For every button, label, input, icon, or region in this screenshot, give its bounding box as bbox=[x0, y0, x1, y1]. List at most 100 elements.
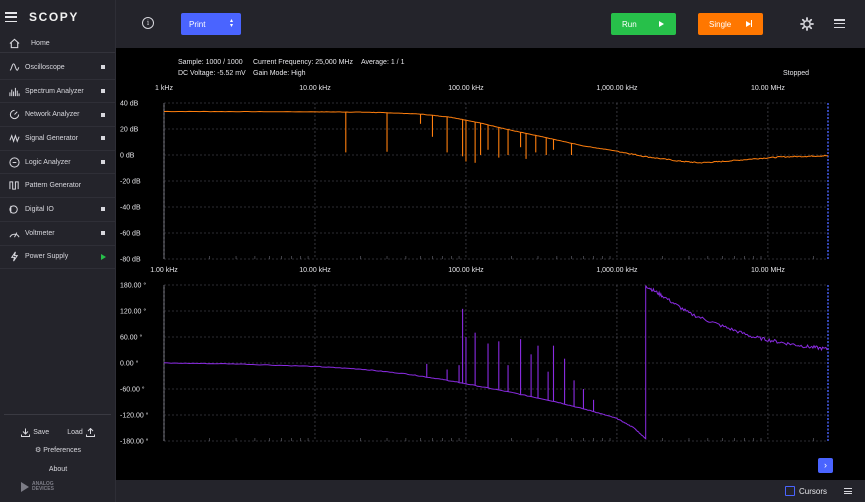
current-frequency: Current Frequency: 25,000 MHz bbox=[253, 59, 353, 66]
sidebar-item-label: Signal Generator bbox=[25, 134, 78, 142]
average-count: Average: 1 / 1 bbox=[361, 59, 405, 66]
logic-analyzer-icon bbox=[8, 156, 20, 168]
sidebar-item-pattern-generator[interactable]: Pattern Generator bbox=[0, 174, 115, 199]
settings-gear-icon[interactable] bbox=[800, 17, 814, 31]
single-button[interactable]: Single bbox=[698, 13, 763, 35]
logo-row: SCOPY bbox=[0, 0, 115, 34]
y-tick-label: 40 dB bbox=[120, 101, 139, 108]
adi-logo-line: DEVICES bbox=[32, 486, 54, 492]
about-button[interactable]: About bbox=[48, 466, 68, 473]
cursors-toggle[interactable]: Cursors bbox=[785, 486, 827, 496]
app-logo: SCOPY bbox=[29, 10, 80, 24]
x-tick-label: 10.00 MHz bbox=[751, 85, 785, 92]
magnitude-plot[interactable] bbox=[163, 102, 829, 260]
save-button[interactable]: Save bbox=[21, 428, 49, 437]
y-tick-label: 120.00 ° bbox=[120, 308, 146, 316]
run-label: Run bbox=[622, 19, 637, 29]
top-toolbar: i Print ▴ ▾ Run Single bbox=[116, 0, 865, 48]
sidebar-item-oscilloscope[interactable]: Oscilloscope bbox=[0, 56, 115, 80]
save-label: Save bbox=[33, 429, 50, 436]
tool-status-indicator bbox=[101, 89, 105, 94]
tool-status-indicator bbox=[101, 160, 105, 165]
print-button[interactable]: Print ▴ ▾ bbox=[181, 13, 241, 35]
sidebar-item-voltmeter[interactable]: Voltmeter bbox=[0, 222, 115, 246]
y-tick-label: 60.00 ° bbox=[120, 334, 142, 342]
analog-devices-logo: ANALOG DEVICES bbox=[21, 482, 54, 492]
home-icon bbox=[8, 38, 20, 50]
cursor-settings-icon[interactable] bbox=[844, 488, 852, 494]
sidebar-item-network-analyzer[interactable]: Network Analyzer bbox=[0, 103, 115, 128]
sidebar-item-label: Oscilloscope bbox=[25, 63, 65, 71]
step-icon bbox=[745, 20, 752, 27]
y-tick-label: -60.00 ° bbox=[120, 386, 145, 394]
cursors-checkbox[interactable] bbox=[785, 486, 795, 496]
hamburger-menu-icon[interactable] bbox=[5, 12, 17, 22]
y-tick-label: -80 dB bbox=[120, 257, 141, 264]
y-tick-label: 180.00 ° bbox=[120, 282, 146, 290]
play-icon bbox=[659, 21, 664, 27]
running-indicator-icon bbox=[101, 253, 106, 260]
info-button[interactable]: i bbox=[142, 17, 154, 29]
tool-status-indicator bbox=[101, 136, 105, 141]
x-tick-label: 100.00 kHz bbox=[448, 267, 484, 274]
adi-triangle-icon bbox=[21, 482, 29, 492]
sidebar-item-home[interactable]: Home bbox=[0, 35, 115, 53]
run-state: Stopped bbox=[783, 70, 810, 77]
single-label: Single bbox=[709, 19, 732, 29]
divider bbox=[4, 414, 111, 415]
tool-status-indicator bbox=[101, 207, 105, 212]
x-tick-label: 10.00 MHz bbox=[751, 267, 785, 274]
voltmeter-icon bbox=[8, 227, 20, 239]
load-icon bbox=[85, 428, 95, 437]
digital-io-icon bbox=[8, 203, 20, 215]
y-tick-label: -20 dB bbox=[120, 179, 141, 186]
sidebar-item-label: Network Analyzer bbox=[25, 111, 80, 119]
sidebar-item-signal-generator[interactable]: Signal Generator bbox=[0, 127, 115, 151]
sidebar-item-power-supply[interactable]: Power Supply bbox=[0, 246, 115, 270]
sidebar-item-label: Logic Analyzer bbox=[25, 158, 71, 166]
load-button[interactable]: Load bbox=[67, 428, 95, 437]
run-button[interactable]: Run bbox=[611, 13, 676, 35]
adi-logo-line: ANALOG bbox=[32, 481, 54, 487]
signal-generator-icon bbox=[8, 132, 20, 144]
print-dropdown-icon: ▴ ▾ bbox=[229, 18, 233, 29]
more-menu-icon[interactable] bbox=[834, 19, 845, 28]
x-tick-label: 10.00 kHz bbox=[299, 267, 331, 274]
sidebar: SCOPY Home Oscilloscope Spectrum Analyzer… bbox=[0, 0, 116, 502]
preferences-label: Preferences bbox=[43, 447, 81, 454]
tool-status-indicator bbox=[101, 65, 105, 70]
adi-logo-text: ANALOG DEVICES bbox=[32, 482, 54, 492]
cursors-label: Cursors bbox=[799, 486, 828, 496]
network-analyzer-plots[interactable]: 40 dB 20 dB 0 dB -20 dB -40 dB -60 dB -80 dB 1 … bbox=[116, 48, 865, 480]
sidebar-item-label: Digital IO bbox=[25, 205, 54, 213]
x-tick-label: 100.00 kHz bbox=[448, 85, 484, 92]
bottom-bar: Cursors bbox=[116, 480, 865, 502]
sidebar-item-label: Voltmeter bbox=[25, 229, 55, 237]
preferences-button[interactable]: ⚙ Preferences bbox=[0, 446, 116, 454]
y-tick-label: 0 dB bbox=[120, 153, 135, 160]
magnitude-series-line bbox=[163, 110, 828, 164]
sidebar-item-logic-analyzer[interactable]: Logic Analyzer bbox=[0, 151, 115, 175]
save-load-row: Save Load bbox=[0, 428, 116, 437]
x-tick-label: 10.00 kHz bbox=[299, 85, 331, 92]
sidebar-item-spectrum-analyzer[interactable]: Spectrum Analyzer bbox=[0, 80, 115, 104]
power-supply-icon bbox=[8, 251, 20, 263]
plot-area bbox=[116, 48, 865, 480]
y-tick-label: -120.00 ° bbox=[120, 412, 149, 420]
y-tick-label: 20 dB bbox=[120, 127, 139, 134]
sidebar-item-label: Pattern Generator bbox=[25, 182, 82, 190]
sidebar-item-label: Home bbox=[31, 40, 50, 47]
save-icon bbox=[21, 428, 31, 437]
x-tick-label: 1.00 kHz bbox=[150, 267, 178, 274]
tool-status-indicator bbox=[101, 231, 105, 236]
gain-mode: Gain Mode: High bbox=[253, 70, 306, 77]
network-analyzer-icon bbox=[8, 109, 20, 121]
sidebar-item-label: Spectrum Analyzer bbox=[25, 87, 84, 95]
sidebar-item-digital-io[interactable]: Digital IO bbox=[0, 198, 115, 222]
spectrum-analyzer-icon bbox=[8, 85, 20, 97]
dc-voltage: DC Voltage: -5.52 mV bbox=[178, 70, 246, 77]
expand-settings-button[interactable]: › bbox=[818, 458, 833, 473]
sample-count: Sample: 1000 / 1000 bbox=[178, 59, 243, 66]
phase-plot[interactable] bbox=[163, 284, 829, 442]
preferences-gear-icon: ⚙ bbox=[35, 447, 42, 454]
